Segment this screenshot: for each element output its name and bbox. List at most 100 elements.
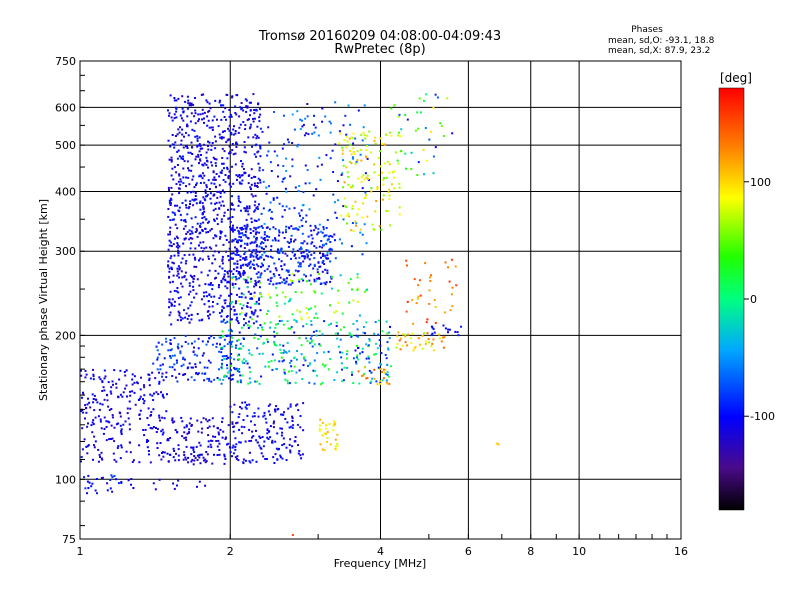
data-point bbox=[213, 250, 216, 253]
data-point bbox=[258, 286, 261, 289]
data-point bbox=[315, 312, 318, 315]
data-point bbox=[199, 200, 202, 203]
data-point bbox=[123, 371, 126, 373]
data-point bbox=[181, 133, 184, 136]
data-point bbox=[426, 332, 429, 335]
data-point bbox=[305, 275, 307, 278]
data-point bbox=[223, 345, 226, 348]
data-point bbox=[220, 366, 223, 369]
data-point bbox=[242, 257, 245, 260]
data-point bbox=[236, 226, 239, 229]
data-point bbox=[203, 198, 206, 201]
data-point bbox=[262, 169, 265, 172]
data-point bbox=[365, 242, 368, 245]
data-point bbox=[228, 294, 230, 297]
data-point bbox=[246, 362, 249, 365]
data-point bbox=[302, 204, 305, 206]
data-point bbox=[264, 239, 267, 242]
data-point bbox=[186, 123, 189, 126]
data-point bbox=[238, 181, 241, 184]
data-point bbox=[188, 321, 191, 324]
data-point bbox=[274, 367, 277, 370]
y-axis-label: Stationary phase Virtual Height [km] bbox=[37, 199, 50, 401]
data-point bbox=[280, 356, 283, 359]
data-point bbox=[310, 334, 313, 337]
data-point bbox=[222, 320, 225, 323]
data-point bbox=[222, 277, 224, 280]
data-point bbox=[187, 102, 190, 105]
data-point bbox=[285, 446, 288, 449]
data-point bbox=[308, 250, 311, 253]
data-point bbox=[249, 186, 252, 189]
data-point bbox=[241, 374, 244, 377]
data-point bbox=[196, 139, 199, 142]
data-point bbox=[238, 331, 241, 334]
data-point bbox=[261, 326, 263, 329]
data-point bbox=[254, 279, 257, 282]
data-point bbox=[379, 137, 382, 140]
data-point bbox=[168, 270, 171, 273]
data-point bbox=[210, 247, 213, 250]
data-point bbox=[305, 249, 308, 252]
data-point bbox=[375, 352, 377, 355]
data-point bbox=[318, 223, 321, 226]
data-point bbox=[187, 456, 190, 459]
data-point bbox=[320, 256, 322, 259]
data-point bbox=[208, 220, 210, 223]
data-point bbox=[198, 319, 201, 322]
data-point bbox=[352, 157, 355, 160]
data-point bbox=[384, 371, 386, 374]
data-point bbox=[328, 323, 331, 326]
data-point bbox=[205, 246, 208, 249]
data-point bbox=[198, 136, 201, 139]
data-point bbox=[156, 428, 159, 431]
data-point bbox=[349, 150, 351, 152]
data-point bbox=[152, 399, 155, 401]
data-point bbox=[257, 265, 260, 268]
data-point bbox=[440, 340, 443, 343]
data-point bbox=[240, 292, 243, 295]
data-point bbox=[371, 377, 374, 380]
data-point bbox=[238, 235, 241, 238]
data-point bbox=[346, 140, 349, 143]
data-point bbox=[297, 270, 300, 273]
data-point bbox=[177, 187, 180, 190]
data-point bbox=[275, 344, 278, 347]
data-point bbox=[414, 129, 417, 132]
data-point bbox=[320, 240, 323, 242]
data-point bbox=[223, 167, 225, 170]
data-point bbox=[218, 336, 221, 339]
data-point bbox=[236, 241, 239, 244]
data-point bbox=[274, 408, 276, 411]
data-point bbox=[213, 218, 215, 221]
data-point bbox=[432, 106, 435, 109]
data-point bbox=[248, 428, 251, 431]
data-point bbox=[283, 143, 285, 146]
data-point bbox=[192, 448, 195, 451]
data-point bbox=[344, 204, 347, 207]
data-point bbox=[202, 196, 205, 199]
data-point bbox=[192, 285, 195, 288]
data-point bbox=[118, 411, 121, 414]
data-point bbox=[181, 276, 184, 279]
data-point bbox=[322, 228, 325, 231]
data-point bbox=[180, 261, 183, 264]
data-point bbox=[207, 257, 210, 260]
data-point bbox=[330, 248, 333, 251]
data-point bbox=[368, 338, 371, 341]
data-point bbox=[250, 101, 252, 104]
data-point bbox=[318, 343, 321, 346]
data-point bbox=[307, 249, 310, 252]
data-point bbox=[219, 343, 221, 346]
data-point bbox=[239, 272, 241, 275]
data-point bbox=[242, 273, 245, 276]
data-point bbox=[311, 237, 314, 240]
data-point bbox=[310, 323, 313, 326]
data-point bbox=[207, 314, 210, 317]
data-point bbox=[207, 179, 210, 182]
data-point bbox=[184, 199, 187, 202]
data-point bbox=[208, 188, 211, 190]
data-point bbox=[288, 274, 291, 277]
data-point bbox=[124, 374, 127, 377]
data-point bbox=[305, 312, 308, 315]
